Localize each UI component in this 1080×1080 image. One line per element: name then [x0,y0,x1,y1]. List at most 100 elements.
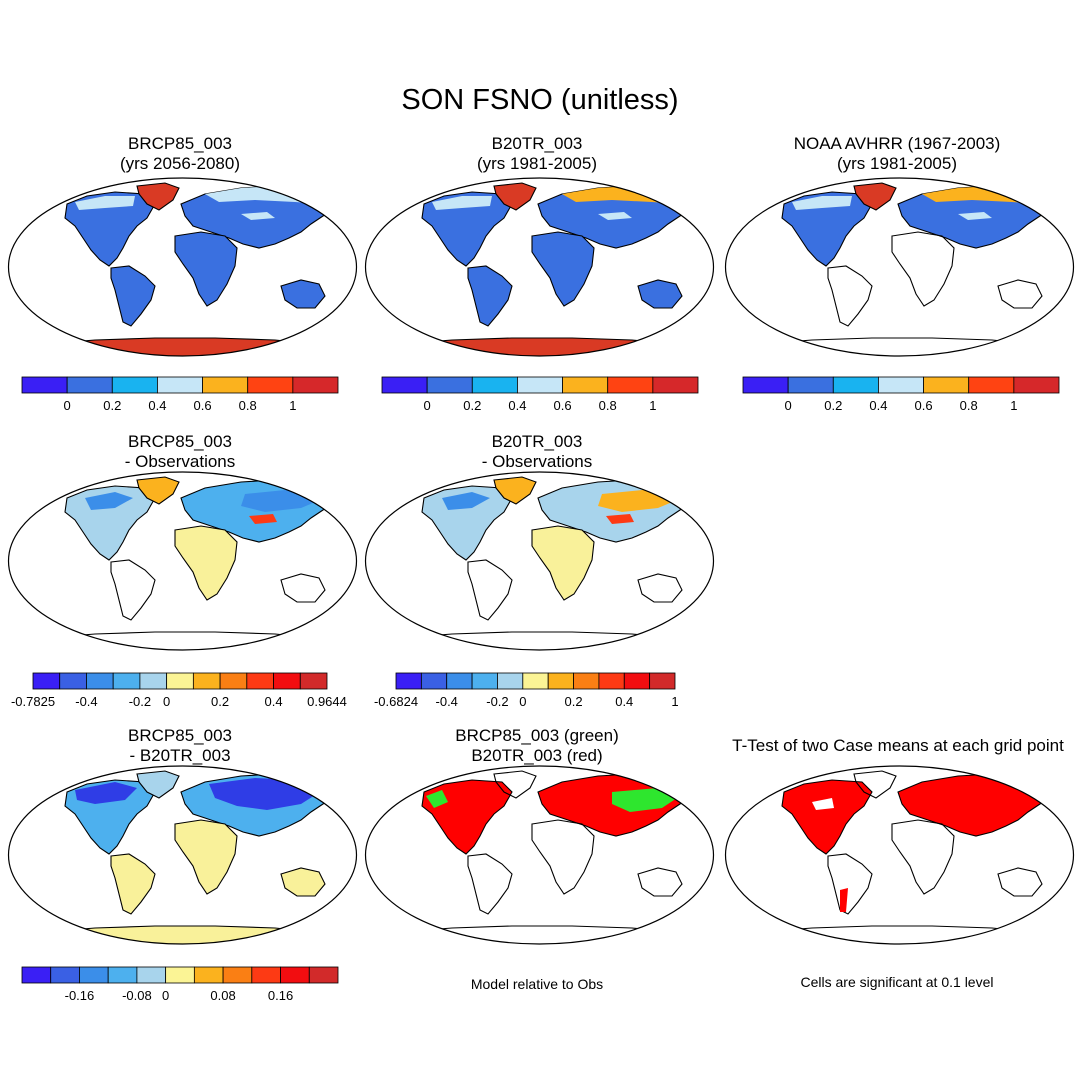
panel-title-line2: B20TR_003 (red) [471,746,603,765]
figure-title: SON FSNO (unitless) [401,84,679,116]
colorbar-tick-label: 0 [64,398,71,413]
colorbar-swatch [50,966,80,984]
landmass-southAmerica [827,265,873,327]
landmass-southAmerica [110,559,156,621]
landmass-northAmerica [421,191,513,267]
colorbar-tick-label: 0.8 [599,398,617,413]
colorbar-tick-label: 0.08 [210,988,235,1003]
landmass-northAmerica [421,485,513,561]
panel-title-line1: BRCP85_003 [128,726,232,745]
landmass-greenland [136,770,180,799]
panel-title-line2: - Observations [481,452,593,471]
green-region-west [426,790,448,808]
bias-canada [85,492,133,510]
colorbar-tick-label: 0.4 [869,398,887,413]
landmass-australia [997,279,1043,309]
ttest-andes [840,888,848,912]
panel-title-line2: - B20TR_003 [129,746,231,765]
panel-title-brcp85: BRCP85_003 (yrs 2056-2080) [5,134,355,174]
landmass-africa [174,819,238,895]
colorbar-tick-label: 1 [1010,398,1017,413]
note-model-relative: Model relative to Obs [470,976,604,992]
panel-title-line1: BRCP85_003 (green) [455,726,619,745]
colorbar-swatch [59,672,87,690]
landmass-northAmerica [421,779,513,855]
panel-title-noaa: NOAA AVHRR (1967-2003) (yrs 1981-2005) [722,134,1072,174]
colorbar-swatch [157,376,203,394]
colorbar-diff: -0.16 -0.08 0 0.08 0.16 [21,966,339,1003]
landmass-africa [174,525,238,601]
colorbar-swatch [247,376,294,394]
colorbar-bias-2: -0.6824 -0.4 -0.2 0 0.2 0.4 1 [374,672,679,709]
colorbar-swatch [246,672,274,690]
colorbar-abs-3: 0 0.2 0.4 0.6 0.8 1 [742,376,1060,413]
landmass-southAmerica [110,265,156,327]
colorbar-swatch [292,376,339,394]
landmass-northAmerica [64,191,156,267]
panel-title-brcp85-obs: BRCP85_003 - Observations [5,432,355,472]
colorbar-swatch [193,966,224,984]
colorbar-swatch [923,376,970,394]
panel-title-line2: (yrs 1981-2005) [476,154,597,173]
landmass-africa [891,231,955,307]
map-border [364,177,715,357]
colorbar-swatch [112,672,141,690]
landmass-australia [997,867,1043,897]
colorbar-tick-label: 0 [162,988,169,1003]
colorbar-tick-label: 0.2 [211,694,229,709]
snow-band-america [432,196,492,210]
colorbar-tick-label: 0 [163,694,170,709]
colorbar-tick-label: -0.4 [75,694,97,709]
colorbar-swatch [573,672,600,690]
colorbar-swatch [107,966,138,984]
panel-title-ttest: T-Test of two Case means at each grid po… [718,736,1078,756]
panel-title-line1: B20TR_003 [491,134,583,153]
landmass-australia [280,279,326,309]
colorbar-swatch [742,376,789,394]
landmass-southAmerica [827,853,873,915]
colorbar-swatch [787,376,834,394]
colorbar-swatch [79,966,109,984]
colorbar-tick-label: -0.2 [129,694,151,709]
snow-tibet [241,212,275,220]
map-panel-b20tr [364,177,715,357]
colorbar-swatch [1013,376,1060,394]
green-region [612,788,680,812]
landmass-europeAsia [897,773,1053,837]
landmass-greenland [493,182,537,211]
colorbar-tick-label: 0.2 [565,694,583,709]
colorbar-tick-label: 0 [785,398,792,413]
colorbar-tick-label: -0.7825 [11,694,55,709]
colorbar-swatch [420,672,448,690]
map-panel-brcp85-obs [7,471,358,651]
colorbar-tick-label: -0.6824 [374,694,418,709]
colorbar-swatch [219,672,248,690]
colorbar-tick-label: 1 [671,694,678,709]
colorbar-tick-label: 0.6 [915,398,933,413]
colorbar-tick-label: 1 [289,398,296,413]
colorbar-swatch [21,966,52,984]
landmass-australia [637,867,683,897]
colorbar-swatch [607,376,654,394]
landmass-greenland [493,476,537,505]
colorbar-swatch [395,672,422,690]
panel-title-green-red: BRCP85_003 (green) B20TR_003 (red) [362,726,712,766]
panel-title-line1: B20TR_003 [491,432,583,451]
panel-title-line1: BRCP85_003 [128,432,232,451]
bias-tibet [249,514,277,524]
colorbar-tick-label: -0.16 [65,988,95,1003]
colorbar-swatch [280,966,310,984]
colorbar-swatch [471,376,518,394]
colorbar-tick-label: 0.2 [463,398,481,413]
map-border [724,765,1075,945]
colorbar-swatch [273,672,301,690]
colorbar-tick-label: 0.4 [615,694,633,709]
panel-title-line1: BRCP85_003 [128,134,232,153]
landmass-africa [531,525,595,601]
colorbar-swatch [136,966,167,984]
map-panel-noaa [724,177,1075,357]
colorbar-tick-label: 0.4 [265,694,283,709]
colorbar-swatch [308,966,339,984]
landmass-greenland [853,182,897,211]
panel-title-brcp85-b20tr: BRCP85_003 - B20TR_003 [5,726,355,766]
